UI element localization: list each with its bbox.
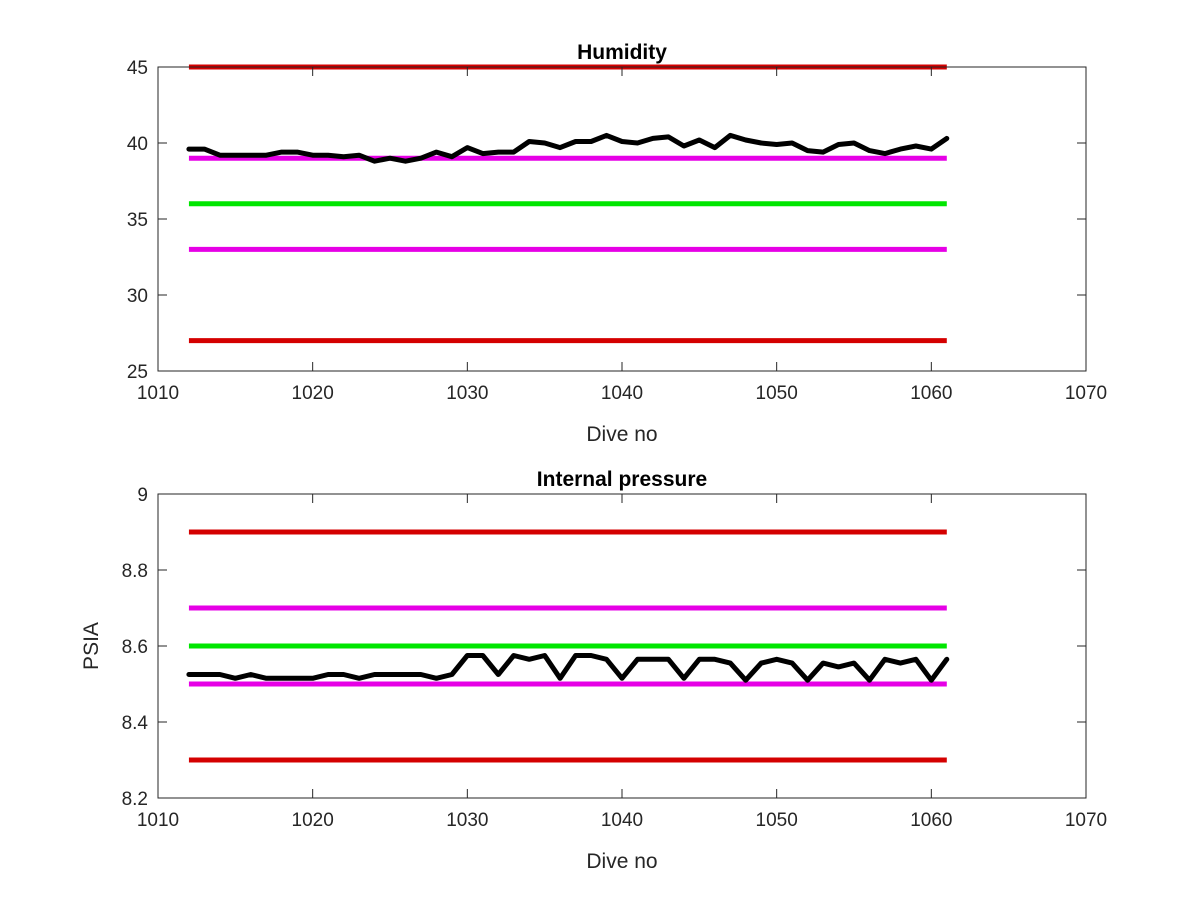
pressure-x-tick-label: 1010: [137, 810, 179, 831]
humidity-series-line-0: [186, 132, 950, 164]
pressure-x-tick-label: 1070: [1065, 810, 1107, 831]
humidity-y-tick-label: 35: [127, 210, 148, 231]
humidity-y-tick-label: 40: [127, 134, 148, 155]
humidity-x-tick-label: 1010: [137, 383, 179, 404]
pressure-y-axis-label: PSIA: [80, 622, 103, 670]
pressure-x-tick-label: 1060: [910, 810, 952, 831]
humidity-y-tick-label: 25: [127, 362, 148, 383]
humidity-y-tick-label: 45: [127, 58, 148, 79]
humidity-x-tick-label: 1060: [910, 383, 952, 404]
humidity-x-tick-label: 1050: [756, 383, 798, 404]
humidity-x-tick-label: 1040: [601, 383, 643, 404]
pressure-x-tick-label: 1040: [601, 810, 643, 831]
pressure-chart-title: Internal pressure: [537, 468, 707, 491]
pressure-x-tick-label: 1050: [756, 810, 798, 831]
pressure-y-tick-label: 8.8: [122, 561, 148, 582]
humidity-x-tick-label: 1070: [1065, 383, 1107, 404]
pressure-series-line-0: [186, 653, 950, 683]
humidity-x-axis-label: Dive no: [586, 423, 657, 446]
humidity-chart-title: Humidity: [577, 41, 667, 64]
humidity-y-tick-label: 30: [127, 286, 148, 307]
pressure-y-tick-label: 8.2: [122, 789, 148, 810]
humidity-chart: 1010 1020 1030 1040 1050 1060 1070 25 30 35 40 45 Hu…: [127, 41, 1107, 446]
pressure-y-tick-label: 8.6: [122, 637, 148, 658]
pressure-x-tick-label: 1020: [292, 810, 334, 831]
pressure-x-axis-label: Dive no: [586, 850, 657, 873]
pressure-y-tick-label: 9: [137, 485, 148, 506]
pressure-y-tick-label: 8.4: [122, 713, 149, 734]
internal-pressure-chart: 1010 1020 1030 1040 1050 1060 1070 8.2 8.4 8.6 8.8…: [80, 468, 1107, 873]
humidity-x-tick-label: 1020: [292, 383, 334, 404]
humidity-x-tick-label: 1030: [446, 383, 488, 404]
pressure-x-tick-label: 1030: [446, 810, 488, 831]
